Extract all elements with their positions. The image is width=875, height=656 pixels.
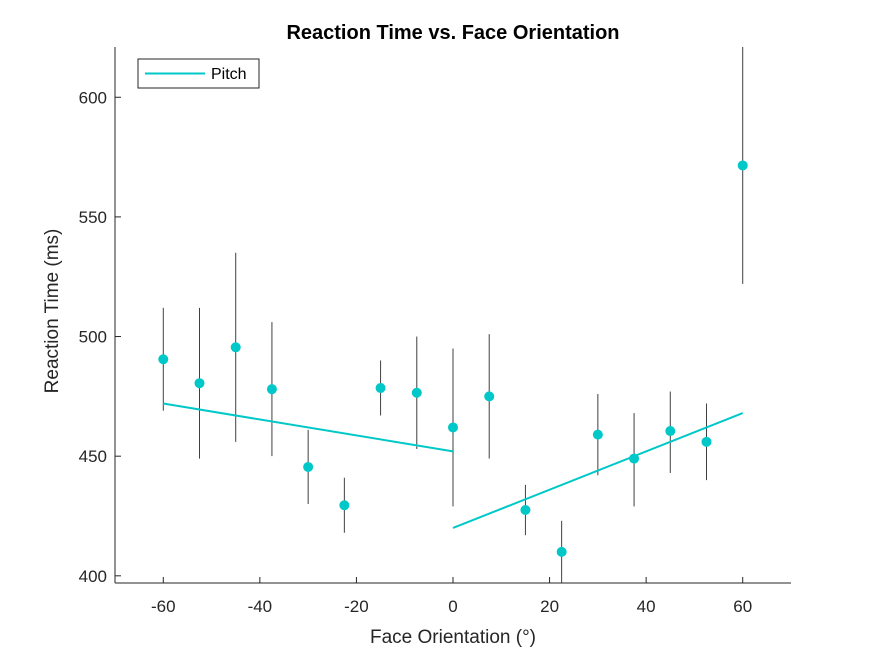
y-tick-label: 600 [79,88,107,107]
x-tick-label: 40 [637,597,656,616]
y-ticks: 400 450 500 550 600 [79,88,121,586]
data-point [629,453,640,464]
data-point [230,342,241,353]
y-tick-label: 550 [79,208,107,227]
x-tick-label: 0 [448,597,457,616]
x-tick-label: 60 [733,597,752,616]
legend-label-pitch: Pitch [211,66,247,83]
axes: -60 -40 -20 0 20 40 60 400 450 500 550 600 [79,47,791,616]
data-points [158,160,748,557]
y-tick-label: 400 [79,567,107,586]
x-ticks: -60 -40 -20 0 20 40 60 [151,577,752,616]
data-point [737,160,748,171]
data-point [592,429,603,440]
y-tick-label: 500 [79,328,107,347]
data-point [484,391,495,402]
data-point [665,426,676,437]
x-tick-label: 20 [540,597,559,616]
y-axis-label: Reaction Time (ms) [42,229,63,394]
data-point [339,500,350,511]
x-axis-label: Face Orientation (°) [370,627,536,648]
data-point [411,387,422,398]
data-point [303,461,314,472]
fit-line [163,402,454,453]
y-tick-label: 450 [79,447,107,466]
data-point [194,378,205,389]
x-tick-label: -40 [248,597,273,616]
data-point [158,354,169,365]
chart-title: Reaction Time vs. Face Orientation [286,22,619,44]
x-tick-label: -20 [344,597,369,616]
x-tick-label: -60 [151,597,176,616]
fit-line [452,412,744,529]
data-point [448,422,458,433]
data-point [375,382,386,393]
data-point [556,546,567,557]
data-point [266,384,277,395]
error-bars [162,47,744,583]
data-point [520,505,531,516]
legend: Pitch [137,58,260,89]
fit-lines [163,402,744,529]
data-point [701,436,712,447]
